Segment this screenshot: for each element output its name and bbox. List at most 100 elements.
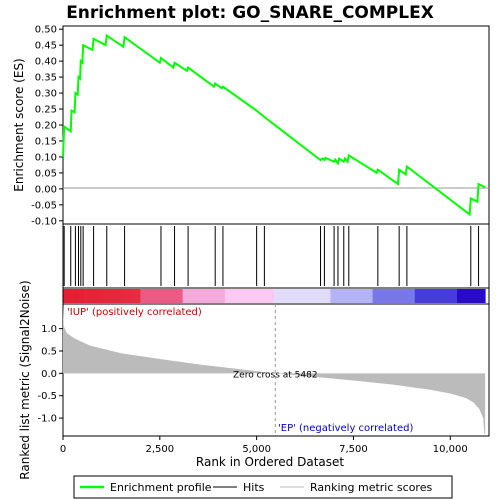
es-y-tick-label: 0.20 [35,121,57,132]
es-y-tick-label: 0.45 [35,41,57,52]
enrichment-profile-line [62,33,486,217]
metric-y-tick-label: 0.0 [41,369,57,380]
metric-y-tick-label: -0.5 [37,391,57,402]
color-bar-segment [316,289,324,303]
color-bar-segment [267,289,275,303]
zero-cross-label: Zero cross at 5482 [233,370,318,380]
color-bar-segment [379,289,388,303]
x-tick-label: 10,000 [433,444,468,455]
color-bar-segment [295,289,303,303]
color-bar-segment [337,289,345,303]
color-bar-segment [400,289,409,303]
legend-label: Ranking metric scores [310,481,432,494]
es-y-tick-label: 0.15 [35,136,57,147]
legend-box [73,475,453,499]
color-bar-segment [77,289,85,303]
color-bar-segment [140,289,148,303]
color-bar-segment [421,289,430,303]
color-bar-segment [309,289,317,303]
color-bar-segment [189,289,198,303]
color-bar-segment [70,289,78,303]
color-bar-segment [393,289,402,303]
color-bar-segment [203,289,212,303]
hit-markers [63,226,480,286]
metric-y-tick-label: 0.5 [41,346,57,357]
color-bar-segment [428,289,437,303]
color-bar-segment [231,289,240,303]
color-bar-segment [442,289,451,303]
color-bar-segment [126,289,134,303]
negative-label: 'EP' (negatively correlated) [278,423,413,434]
x-tick-label: 7,500 [339,444,368,455]
ranking-metric-area [63,306,486,434]
hits-panel-frame [62,223,490,289]
color-bar-segment [210,289,219,303]
positive-label: 'IUP' (positively correlated) [67,307,202,318]
color-bar-segment [386,289,395,303]
es-y-tick-label: 0.35 [35,73,57,84]
rank-color-bar [63,289,486,303]
x-axis: 0 2,500 5,000 7,500 10,000 [60,436,468,455]
color-bar-segment [154,289,162,303]
color-bar-segment [119,289,127,303]
es-y-tick-label: 0.10 [35,152,57,163]
color-bar-segment [358,289,367,303]
color-bar-segment [224,289,233,303]
es-y-tick-label: 0.30 [35,89,57,100]
es-y-tick-label: 0.50 [35,25,57,36]
color-bar-segment [288,289,296,303]
color-bar-segment [168,289,177,303]
color-bar-segment [464,289,472,303]
legend-label: Hits [243,481,265,494]
x-tick-label: 0 [60,444,66,455]
color-bar-segment [456,289,465,303]
color-bar-segment [175,289,184,303]
es-y-tick-label: 0.00 [35,184,57,195]
color-bar-segment [91,289,99,303]
metric-y-axis-label: Ranked list metric (Signal2Noise) [18,280,32,479]
legend: Enrichment profile Hits Ranking metric sco… [80,481,432,494]
color-bar-segment [63,289,71,303]
color-bar-segment [478,289,486,303]
es-y-tick-label: -0.05 [31,200,57,211]
x-axis-label: Rank in Ordered Dataset [196,455,344,469]
color-bar-segment [344,289,352,303]
color-bar-segment [323,289,331,303]
color-bar-segment [274,289,282,303]
color-bar-segment [281,289,289,303]
color-bar-segment [245,289,254,303]
color-bar-segment [302,289,310,303]
color-bar-segment [161,289,170,303]
color-bar-segment [407,289,416,303]
color-bar-segment [196,289,205,303]
color-bar-segment [98,289,106,303]
es-y-axis-label: Enrichment score (ES) [12,58,26,191]
color-bar-segment [147,289,155,303]
color-bar-segment [372,289,381,303]
legend-label: Enrichment profile [110,481,212,494]
metric-y-tick-label: 1.0 [41,324,57,335]
color-bar-segment [330,289,338,303]
color-bar-segment [112,289,120,303]
es-y-tick-label: -0.10 [31,216,57,227]
es-y-tick-label: 0.05 [35,168,57,179]
color-bar-segment [259,289,268,303]
color-bar-segment [105,289,113,303]
color-bar-segment [84,289,92,303]
metric-y-axis: 1.0 0.5 0.0 -0.5 -1.0 [37,324,63,425]
color-bar-segment [238,289,247,303]
color-bar-segment [182,289,191,303]
es-y-tick-label: 0.25 [35,105,57,116]
chart-title: Enrichment plot: GO_SNARE_COMPLEX [66,3,434,23]
color-bar-segment [351,289,359,303]
es-y-axis: 0.50 0.45 0.40 0.35 0.30 0.25 0.20 0.15 0.10 0.05… [31,25,63,227]
x-tick-label: 2,500 [145,444,174,455]
color-bar-segment [252,289,261,303]
color-bar-segment [217,289,226,303]
metric-y-tick-label: -1.0 [37,414,57,425]
color-bar-segment [365,289,374,303]
color-bar-segment [414,289,423,303]
color-bar-segment [449,289,458,303]
es-y-tick-label: 0.40 [35,57,57,68]
